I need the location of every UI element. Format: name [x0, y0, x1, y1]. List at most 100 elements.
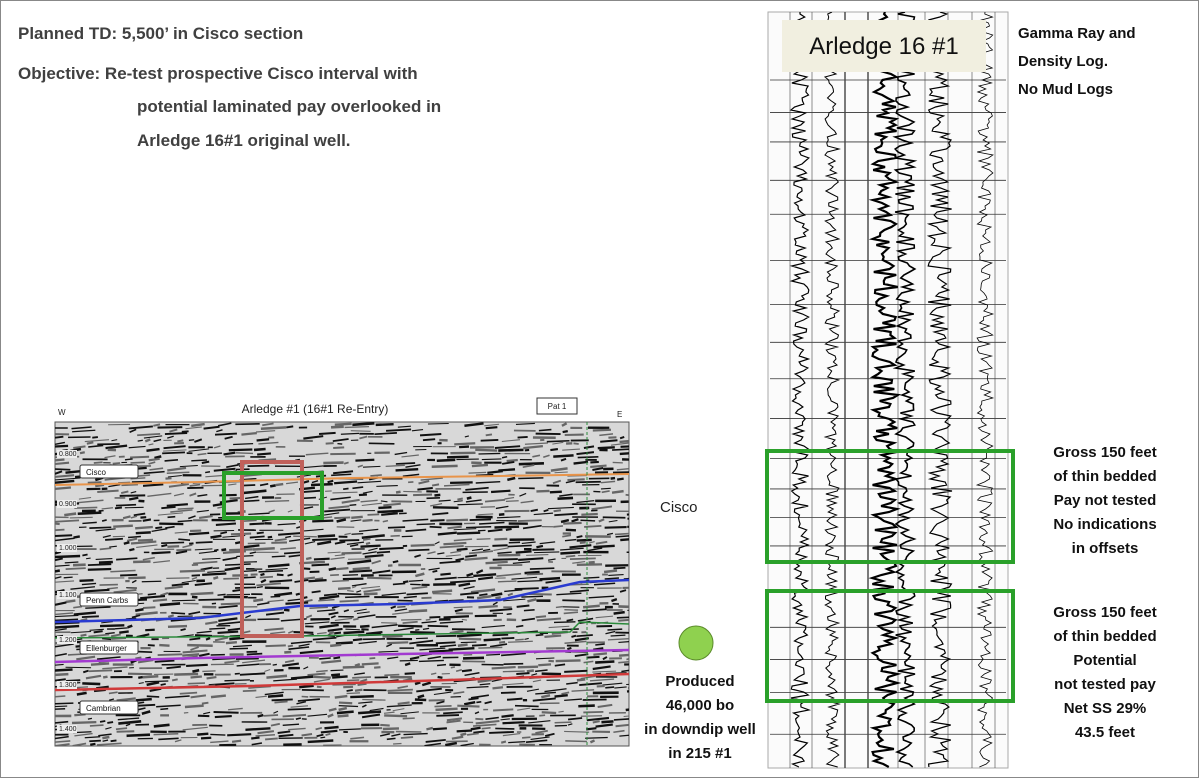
log-curve [789, 12, 812, 768]
reflector [357, 614, 376, 619]
reflector [427, 624, 449, 628]
reflector [598, 518, 605, 523]
reflector [257, 730, 275, 735]
reflector [87, 717, 93, 720]
reflector [605, 630, 616, 635]
reflector [235, 586, 257, 589]
reflector [266, 674, 288, 679]
reflector [274, 591, 293, 597]
reflector [330, 496, 351, 501]
reflector [92, 436, 98, 439]
reflector [487, 528, 503, 533]
reflector [316, 669, 328, 673]
reflector [553, 454, 574, 458]
reflector [485, 426, 498, 430]
reflector [516, 672, 530, 675]
reflector [205, 620, 218, 625]
reflector [593, 544, 615, 549]
reflector [236, 555, 254, 558]
reflector [282, 723, 300, 727]
reflector [506, 613, 512, 616]
reflector [146, 447, 160, 453]
reflector [120, 490, 129, 495]
reflector [362, 518, 373, 522]
reflector [428, 567, 440, 571]
horizon-label-box [79, 640, 139, 655]
reflector [369, 707, 384, 712]
reflector [536, 617, 562, 622]
reflector [213, 548, 219, 552]
reflector [571, 634, 577, 638]
reflector [308, 579, 327, 583]
seismic-traces [55, 422, 629, 746]
reflector [535, 633, 544, 637]
reflector [562, 430, 568, 434]
reflector [533, 512, 553, 516]
reflector [613, 729, 625, 734]
reflector [293, 535, 317, 538]
reflector [118, 720, 142, 725]
reflector [450, 666, 456, 669]
reflector [484, 700, 492, 705]
reflector [135, 611, 158, 616]
reflector [342, 574, 359, 577]
reflector [190, 591, 214, 596]
reflector [165, 525, 175, 529]
reflector [249, 551, 257, 555]
reflector [177, 507, 194, 510]
reflector [282, 713, 307, 718]
reflector [70, 630, 92, 634]
reflector [144, 680, 169, 683]
reflector [472, 723, 497, 727]
reflector [425, 618, 431, 621]
reflector [265, 644, 286, 648]
reflector [198, 550, 218, 554]
reflector [346, 692, 361, 695]
reflector [273, 710, 279, 714]
reflector [577, 455, 599, 459]
reflector [65, 599, 76, 604]
reflector [623, 715, 629, 718]
reflector [478, 576, 494, 581]
reflector [55, 702, 74, 705]
reflector [55, 643, 74, 648]
reflector [383, 502, 401, 507]
pay-note: Gross 150 feet [1053, 444, 1156, 461]
reflector [89, 526, 112, 529]
reflector [153, 732, 179, 736]
horizon-line [55, 648, 629, 664]
reflector [462, 656, 485, 660]
reflector [102, 735, 110, 740]
reflector [134, 607, 144, 613]
reflector [485, 433, 493, 437]
reflector [104, 455, 116, 459]
reflector [492, 544, 508, 547]
reflector [517, 707, 531, 711]
reflector [338, 704, 359, 708]
reflector [440, 572, 451, 576]
reflector [464, 422, 484, 427]
reflector [517, 519, 542, 522]
reflector [592, 670, 617, 673]
reflector [343, 487, 349, 491]
reflector [355, 458, 375, 462]
reflector [443, 711, 463, 715]
reflector [284, 659, 295, 664]
log-title: Arledge 16 #1 [809, 33, 958, 60]
reflector [137, 538, 154, 542]
reflector [138, 675, 143, 679]
reflector [393, 627, 414, 632]
reflector [612, 448, 629, 451]
reflector [82, 521, 97, 525]
reflector [437, 675, 443, 679]
reflector [327, 713, 334, 718]
reflector [391, 733, 401, 737]
reflector [169, 428, 178, 433]
reflector [217, 630, 239, 634]
reflector [333, 446, 345, 449]
reflector [328, 567, 337, 572]
reflector [55, 740, 71, 743]
reflector [311, 480, 319, 484]
time-label-bg [57, 681, 77, 689]
reflector [507, 544, 532, 548]
